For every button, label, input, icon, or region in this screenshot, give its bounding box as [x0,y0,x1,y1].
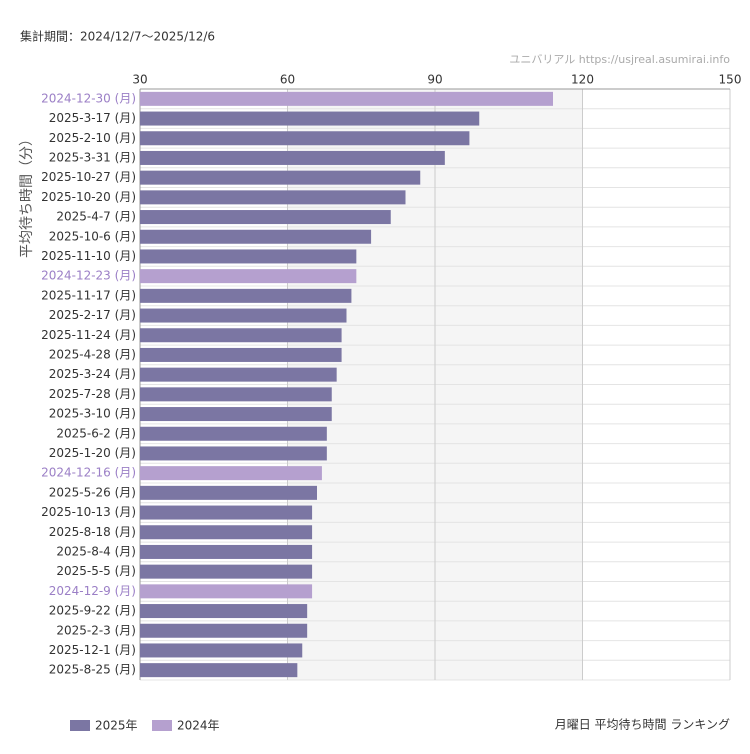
bar [140,150,445,165]
y-tick-label: 2025-10-13 (月) [41,505,136,519]
y-tick-label: 2025-12-1 (月) [49,643,136,657]
bar [140,131,470,146]
subtitle: 集計期間：2024/12/7〜2025/12/6 [20,29,215,44]
y-tick-label: 2025-3-17 (月) [49,111,136,125]
bar [140,407,332,422]
bar [140,446,327,461]
x-tick-label: 150 [719,73,742,87]
y-tick-label: 2025-1-20 (月) [49,446,136,460]
y-tick-label: 2025-2-10 (月) [49,131,136,145]
bar [140,466,322,481]
bar [140,190,406,205]
y-tick-label: 2025-3-31 (月) [49,150,136,164]
bar [140,643,303,658]
x-tick-label: 120 [571,73,594,87]
y-tick-label: 2025-10-20 (月) [41,190,136,204]
y-tick-label: 2024-12-30 (月) [41,91,136,105]
y-tick-label: 2025-3-10 (月) [49,407,136,421]
legend-label: 2025年 [95,719,138,733]
y-tick-label: 2025-10-6 (月) [49,229,136,243]
bar [140,210,391,225]
y-tick-label: 2025-3-24 (月) [49,367,136,381]
bar [140,623,308,638]
y-axis-label: 平均待ち時間（分） [19,132,35,258]
bar [140,91,553,106]
y-tick-label: 2025-2-3 (月) [56,623,136,637]
bar [140,544,313,559]
x-tick-label: 30 [132,73,147,87]
bar [140,367,337,382]
y-tick-label: 2025-11-10 (月) [41,249,136,263]
x-tick-label: 90 [427,73,442,87]
y-tick-label: 2025-5-26 (月) [49,485,136,499]
y-tick-label: 2025-7-28 (月) [49,387,136,401]
bar [140,604,308,619]
bar [140,249,357,264]
y-tick-label: 2025-11-24 (月) [41,328,136,342]
bar [140,288,352,303]
bar [140,564,313,579]
y-tick-label: 2025-9-22 (月) [49,604,136,618]
y-tick-label: 2025-11-17 (月) [41,288,136,302]
bar [140,269,357,284]
bar [140,111,480,126]
bar [140,525,313,540]
y-tick-label: 2025-10-27 (月) [41,170,136,184]
bar [140,426,327,441]
bar [140,347,342,362]
y-tick-label: 2025-6-2 (月) [56,426,136,440]
bar [140,170,421,185]
bar [140,387,332,402]
bar [140,328,342,343]
bar [140,485,317,500]
bar [140,308,347,323]
chart-title: 月曜日 平均待ち時間 ランキング [555,718,730,732]
legend-swatch [70,720,90,731]
source: ユニバリアル https://usjreal.asumirai.info [509,53,730,66]
y-tick-label: 2025-5-5 (月) [56,564,136,578]
y-tick-label: 2025-4-7 (月) [56,210,136,224]
y-tick-label: 2025-8-18 (月) [49,525,136,539]
y-tick-label: 2024-12-23 (月) [41,269,136,283]
y-tick-label: 2025-8-4 (月) [56,544,136,558]
bar [140,505,313,520]
y-tick-label: 2025-8-25 (月) [49,663,136,677]
y-tick-label: 2024-12-16 (月) [41,466,136,480]
y-tick-label: 2025-4-28 (月) [49,347,136,361]
bar [140,663,298,678]
bar [140,229,372,244]
bar [140,584,313,599]
y-tick-label: 2025-2-17 (月) [49,308,136,322]
legend-swatch [152,720,172,731]
x-tick-label: 60 [280,73,295,87]
legend-label: 2024年 [177,719,220,733]
y-tick-label: 2024-12-9 (月) [49,584,136,598]
